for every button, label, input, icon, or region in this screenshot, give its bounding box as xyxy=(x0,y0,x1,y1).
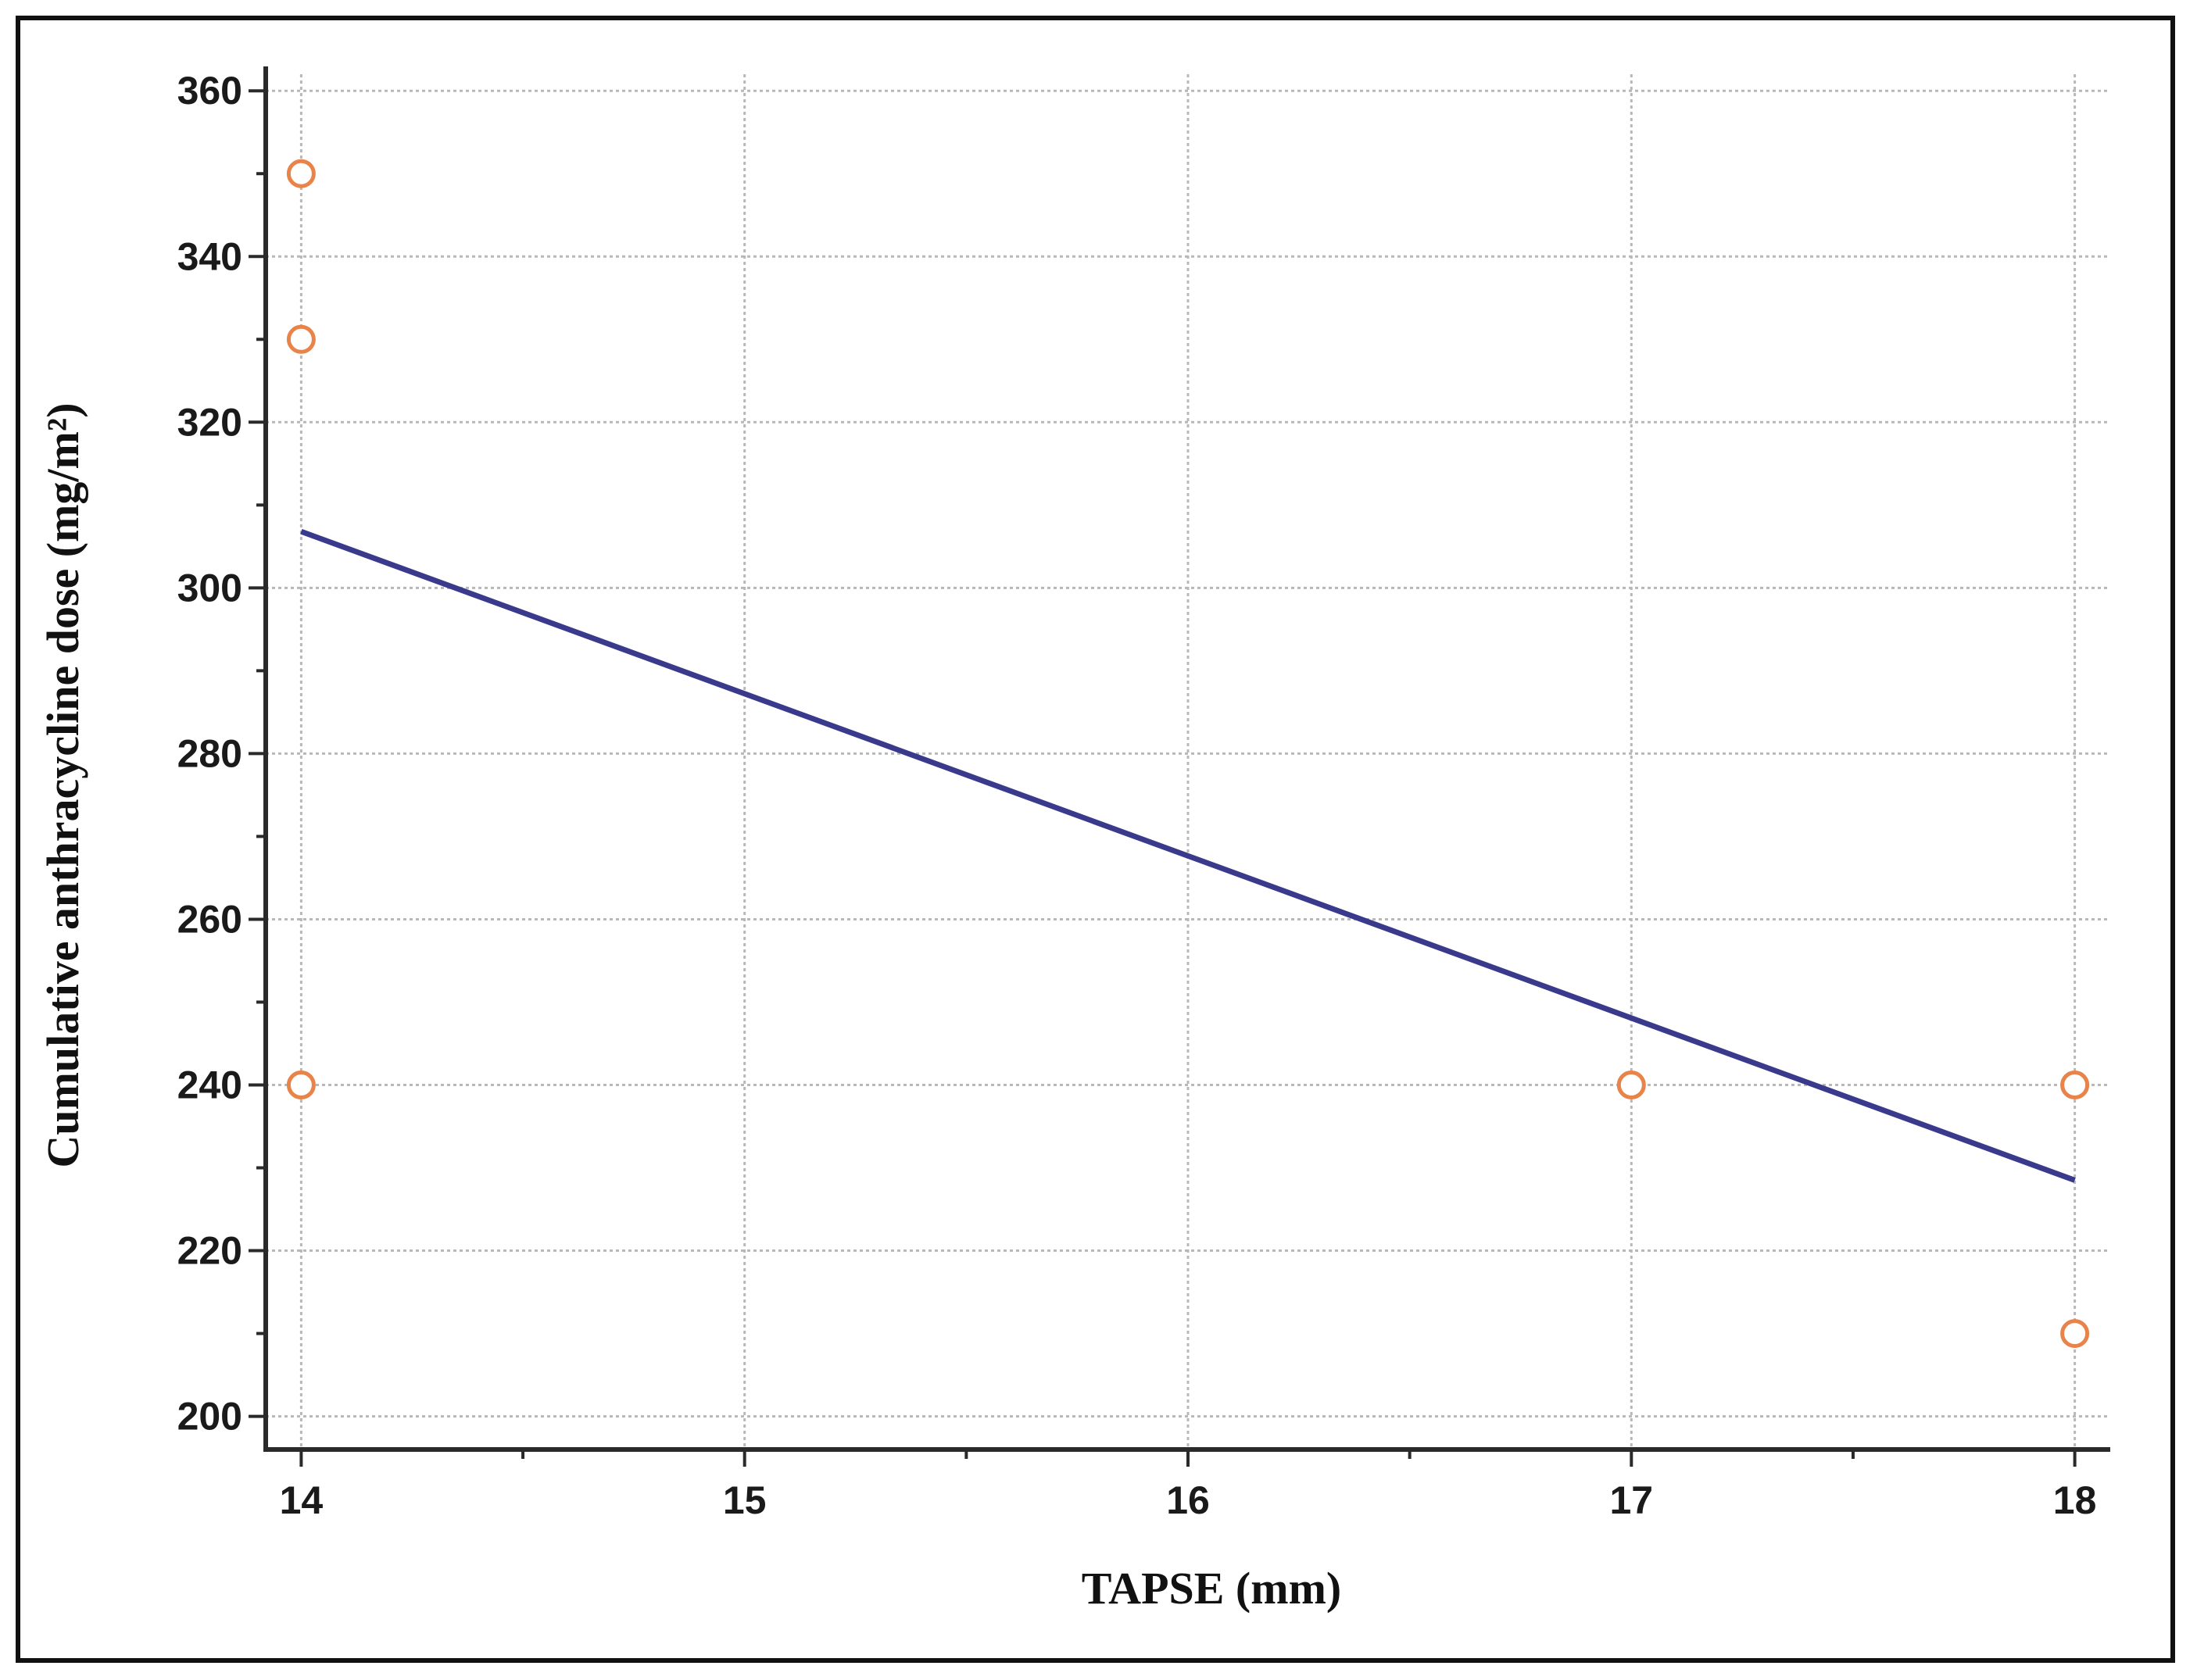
data-point xyxy=(286,324,316,354)
y-tick-label-300: 300 xyxy=(177,566,242,609)
y-tick-label-220: 220 xyxy=(177,1229,242,1273)
y-tick-label-240: 240 xyxy=(177,1063,242,1106)
y-tick-label-360: 360 xyxy=(177,69,242,113)
x-tick-label-18: 18 xyxy=(2053,1478,2097,1522)
y-tick-label-320: 320 xyxy=(177,400,242,444)
y-tick-label-260: 260 xyxy=(177,897,242,941)
data-point xyxy=(2060,1319,2090,1349)
x-tick-label-14: 14 xyxy=(280,1478,324,1522)
y-tick-label-200: 200 xyxy=(177,1395,242,1439)
figure-frame xyxy=(16,16,2175,1663)
y-tick-label-280: 280 xyxy=(177,731,242,775)
data-point xyxy=(286,1070,316,1099)
data-point xyxy=(1616,1070,1646,1099)
tick-labels: 200 220 240 260 280 300 320 340 360 14 15 16 17 18 xyxy=(177,69,2097,1522)
x-tick-label-17: 17 xyxy=(1609,1478,1653,1522)
y-axis-title: Cumulative anthracycline dose (mg/m²) xyxy=(38,402,88,1167)
data-point xyxy=(2060,1070,2090,1099)
regression-line xyxy=(300,528,2076,1183)
axes xyxy=(249,66,2110,1467)
y-tick-label-340: 340 xyxy=(177,234,242,278)
points-group xyxy=(286,159,2090,1349)
x-tick-label-15: 15 xyxy=(723,1478,767,1522)
regression-line-group xyxy=(300,528,2076,1183)
grid xyxy=(266,74,2110,1449)
x-tick-label-16: 16 xyxy=(1166,1478,1210,1522)
x-axis-title: TAPSE (mm) xyxy=(1082,1563,1341,1614)
data-point xyxy=(286,159,316,188)
